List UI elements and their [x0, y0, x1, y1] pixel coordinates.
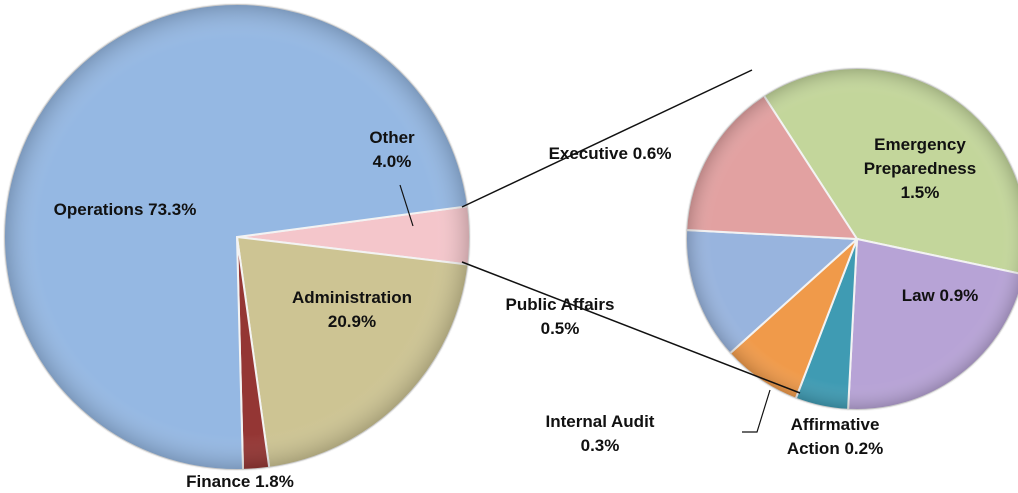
slice-name: Other	[369, 128, 415, 147]
slice-name: Law	[901, 286, 935, 305]
slice-value: 0.9%	[939, 286, 979, 305]
slice-value: 73.3%	[148, 200, 197, 219]
slice-name: Operations	[53, 200, 144, 219]
slice-label: Other 4.0%	[352, 126, 432, 174]
slice-name: Affirmative Action	[786, 415, 880, 458]
slice-label: Affirmative Action 0.2%	[770, 413, 900, 461]
slice-label: Public Affairs 0.5%	[470, 293, 650, 341]
leader-line	[399, 184, 414, 227]
slice-value: 0.6%	[632, 144, 672, 163]
slice-label: Executive 0.6%	[520, 142, 700, 166]
slice-value: 20.9%	[327, 312, 377, 331]
slice-value: 0.5%	[540, 319, 580, 338]
slice-name: Public Affairs	[505, 295, 615, 314]
connector-line	[461, 69, 753, 208]
slice-label: Finance 1.8%	[160, 470, 320, 493]
slice-name: Administration	[292, 288, 412, 307]
slice-label: Internal Audit 0.3%	[505, 410, 695, 458]
slice-label: Administration 20.9%	[262, 286, 442, 334]
slice-value: 1.5%	[900, 183, 940, 202]
leader-line	[742, 389, 771, 433]
slice-name: Executive	[548, 144, 628, 163]
slice-label: Operations 73.3%	[15, 198, 235, 222]
slice-name: Internal Audit	[545, 412, 655, 431]
slice-value: 1.8%	[255, 472, 294, 491]
slice-label: Law 0.9%	[870, 284, 1010, 308]
pie-slice	[235, 235, 470, 469]
slice-name: Emergency Preparedness	[863, 135, 977, 178]
connector-line	[461, 261, 801, 394]
slice-value: 4.0%	[372, 152, 412, 171]
slice-name: Finance	[186, 472, 251, 491]
slice-value: 0.2%	[844, 439, 884, 458]
slice-value: 0.3%	[580, 436, 620, 455]
slice-label: Emergency Preparedness 1.5%	[835, 133, 1005, 205]
